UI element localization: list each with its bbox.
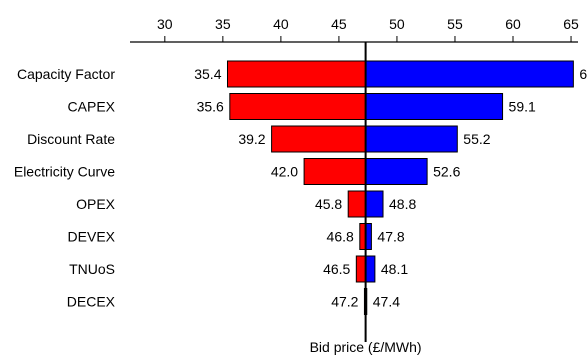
value-label-high: 48.8 — [389, 196, 416, 212]
value-label-low: 35.6 — [197, 99, 224, 115]
category-label: Capacity Factor — [17, 66, 115, 82]
x-tick-label: 30 — [157, 16, 173, 32]
value-label-low: 35.4 — [194, 66, 221, 82]
category-label: DEVEX — [68, 229, 116, 245]
x-axis: 30 35 40 45 50 55 60 65 — [130, 16, 579, 43]
x-tick-label: 40 — [273, 16, 289, 32]
bar-low — [271, 125, 367, 153]
value-label-low: 39.2 — [238, 131, 265, 147]
x-axis-label: Bid price (£/MWh) — [310, 339, 422, 355]
x-tick-label: 60 — [505, 16, 521, 32]
category-label: Electricity Curve — [14, 164, 115, 180]
bar-low — [355, 255, 367, 283]
value-label-high: 65.2 — [579, 66, 587, 82]
bar-high — [365, 158, 428, 185]
bar-low — [303, 158, 367, 185]
x-tick-label: 65 — [563, 16, 579, 32]
x-tick-label: 50 — [389, 16, 405, 32]
x-tick-label: 55 — [447, 16, 463, 32]
bar-low — [229, 93, 367, 120]
value-label-high: 47.8 — [377, 229, 404, 245]
category-label: CAPEX — [68, 99, 116, 115]
value-label-low: 46.5 — [323, 261, 350, 277]
value-label-low: 47.2 — [331, 294, 358, 310]
value-label-high: 55.2 — [463, 131, 490, 147]
category-label: TNUoS — [69, 261, 115, 277]
value-label-low: 45.8 — [315, 196, 342, 212]
bar-high — [365, 60, 574, 88]
value-label-low: 42.0 — [271, 164, 298, 180]
category-label: Discount Rate — [27, 131, 115, 147]
bar-high — [365, 190, 384, 218]
value-label-high: 52.6 — [433, 164, 460, 180]
bar-low — [226, 60, 367, 88]
value-label-high: 47.4 — [373, 294, 400, 310]
bar-low — [347, 190, 367, 218]
x-tick-label: 45 — [331, 16, 347, 32]
x-tick-label: 35 — [215, 16, 231, 32]
category-label: DECEX — [67, 294, 116, 310]
category-labels: Capacity Factor CAPEX Discount Rate Electri… — [14, 66, 116, 310]
bar-high — [365, 255, 376, 283]
value-labels: 35.4 65.2 35.6 59.1 39.2 55.2 42.0 52.6 45.8 48.8… — [194, 66, 587, 310]
bar-high — [365, 125, 458, 153]
value-label-low: 46.8 — [327, 229, 354, 245]
value-label-high: 48.1 — [381, 261, 408, 277]
value-label-high: 59.1 — [509, 99, 536, 115]
category-label: OPEX — [76, 196, 116, 212]
bar-high — [365, 93, 504, 120]
